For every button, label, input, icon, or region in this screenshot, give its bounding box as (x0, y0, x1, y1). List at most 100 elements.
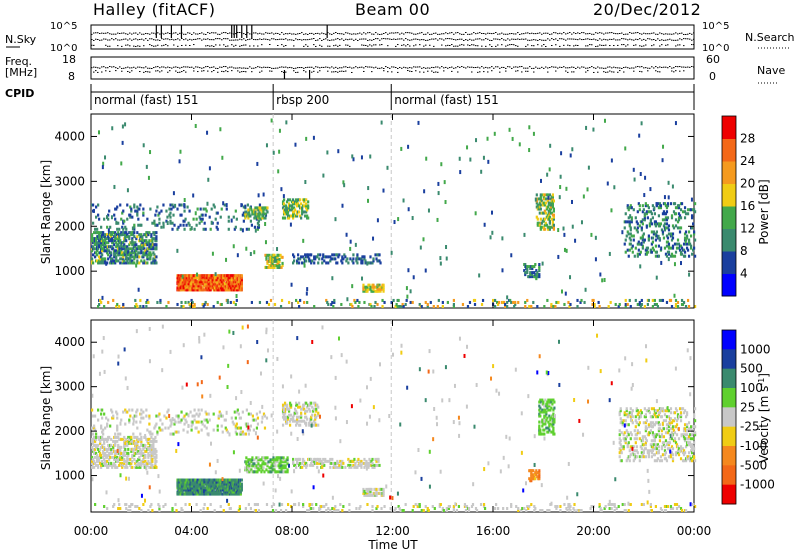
heatmap-cell (607, 305, 610, 308)
heatmap-cell (95, 215, 98, 219)
heatmap-cell (653, 212, 656, 216)
scatter-cell (179, 149, 182, 154)
heatmap-cell (692, 447, 696, 451)
heatmap-cell (674, 302, 678, 306)
heatmap-cell (531, 271, 534, 275)
heatmap-cell (369, 287, 372, 291)
heatmap-cell (296, 214, 299, 218)
heatmap-cell (573, 509, 576, 512)
heatmap-cell (196, 478, 199, 482)
heatmap-cell (255, 426, 259, 430)
heatmap-cell (352, 253, 355, 257)
scatter-cell (427, 208, 430, 213)
heatmap-cell (203, 503, 206, 506)
heatmap-cell (687, 437, 691, 441)
heatmap-cell (158, 509, 161, 512)
heatmap-cell (465, 505, 469, 508)
heatmap-cell (685, 443, 689, 447)
heatmap-cell (281, 405, 285, 409)
heatmap-cell (145, 251, 148, 255)
heatmap-cell (120, 245, 123, 249)
heatmap-cell (227, 215, 230, 219)
heatmap-cell (325, 509, 328, 512)
heatmap-cell (111, 233, 114, 237)
scatter-cell (445, 245, 448, 250)
heatmap-cell (527, 507, 530, 510)
scatter-cell (166, 221, 169, 226)
heatmap-cell (598, 305, 601, 308)
heatmap-cell (632, 234, 635, 238)
heatmap-cell (665, 206, 669, 210)
heatmap-cell (303, 261, 306, 265)
heatmap-cell (271, 509, 275, 512)
scatter-cell (610, 158, 613, 163)
heatmap-cell (667, 252, 671, 256)
heatmap-cell (218, 492, 221, 496)
heatmap-cell (544, 201, 547, 205)
heatmap-cell (538, 477, 541, 481)
heatmap-cell (348, 509, 351, 512)
scatter-cell (667, 257, 670, 262)
heatmap-cell (244, 507, 247, 510)
heatmap-cell (249, 214, 252, 218)
scatter-cell (400, 146, 403, 151)
heatmap-cell (177, 414, 180, 418)
heatmap-cell (270, 466, 273, 470)
heatmap-cell (467, 507, 471, 510)
heatmap-cell (158, 221, 161, 225)
heatmap-cell (495, 503, 498, 506)
heatmap-cell (660, 445, 664, 449)
heatmap-cell (250, 460, 253, 464)
heatmap-cell (340, 463, 343, 467)
heatmap-cell (296, 403, 299, 407)
heatmap-cell (649, 218, 652, 222)
scatter-cell (412, 275, 415, 280)
heatmap-cell (92, 441, 95, 445)
scatter-cell (208, 166, 211, 171)
colorbar-tick-label: 24 (740, 154, 755, 168)
heatmap-cell (333, 300, 336, 304)
scatter-cell (660, 246, 663, 251)
heatmap-cell (135, 249, 138, 253)
scatter-cell (386, 165, 389, 170)
heatmap-cell (94, 243, 97, 247)
heatmap-cell (204, 213, 207, 217)
heatmap-cell (123, 439, 126, 443)
heatmap-cell (103, 461, 106, 465)
heatmap-cell (318, 459, 321, 463)
scatter-cell (207, 177, 210, 182)
heatmap-cell (378, 283, 381, 287)
heatmap-cell (275, 470, 278, 474)
heatmap-cell (690, 451, 694, 455)
heatmap-cell (690, 216, 694, 220)
heatmap-cell (576, 509, 579, 512)
heatmap-cell (128, 420, 131, 424)
heatmap-cell (650, 230, 653, 234)
heatmap-cell (286, 456, 289, 460)
heatmap-cell (473, 298, 477, 302)
heatmap-cell (115, 249, 118, 253)
heatmap-cell (641, 453, 644, 457)
heatmap-cell (548, 215, 551, 219)
heatmap-cell (107, 443, 110, 447)
heatmap-cell (535, 215, 538, 219)
scatter-cell (249, 251, 252, 256)
heatmap-cell (234, 424, 237, 428)
heatmap-cell (689, 427, 693, 431)
heatmap-cell (541, 424, 544, 428)
heatmap-cell (100, 225, 103, 229)
heatmap-cell (636, 230, 639, 234)
heatmap-cell (678, 407, 682, 411)
heatmap-cell (101, 461, 104, 465)
heatmap-cell (118, 235, 121, 239)
heatmap-cell (424, 300, 427, 304)
heatmap-cell (299, 461, 302, 465)
heatmap-cell (103, 441, 106, 445)
heatmap-cell (623, 411, 626, 415)
heatmap-cell (252, 428, 256, 432)
heatmap-cell (208, 418, 211, 422)
heatmap-cell (121, 465, 124, 469)
heatmap-cell (122, 463, 125, 467)
heatmap-cell (687, 240, 691, 244)
scatter-cell (278, 149, 281, 154)
